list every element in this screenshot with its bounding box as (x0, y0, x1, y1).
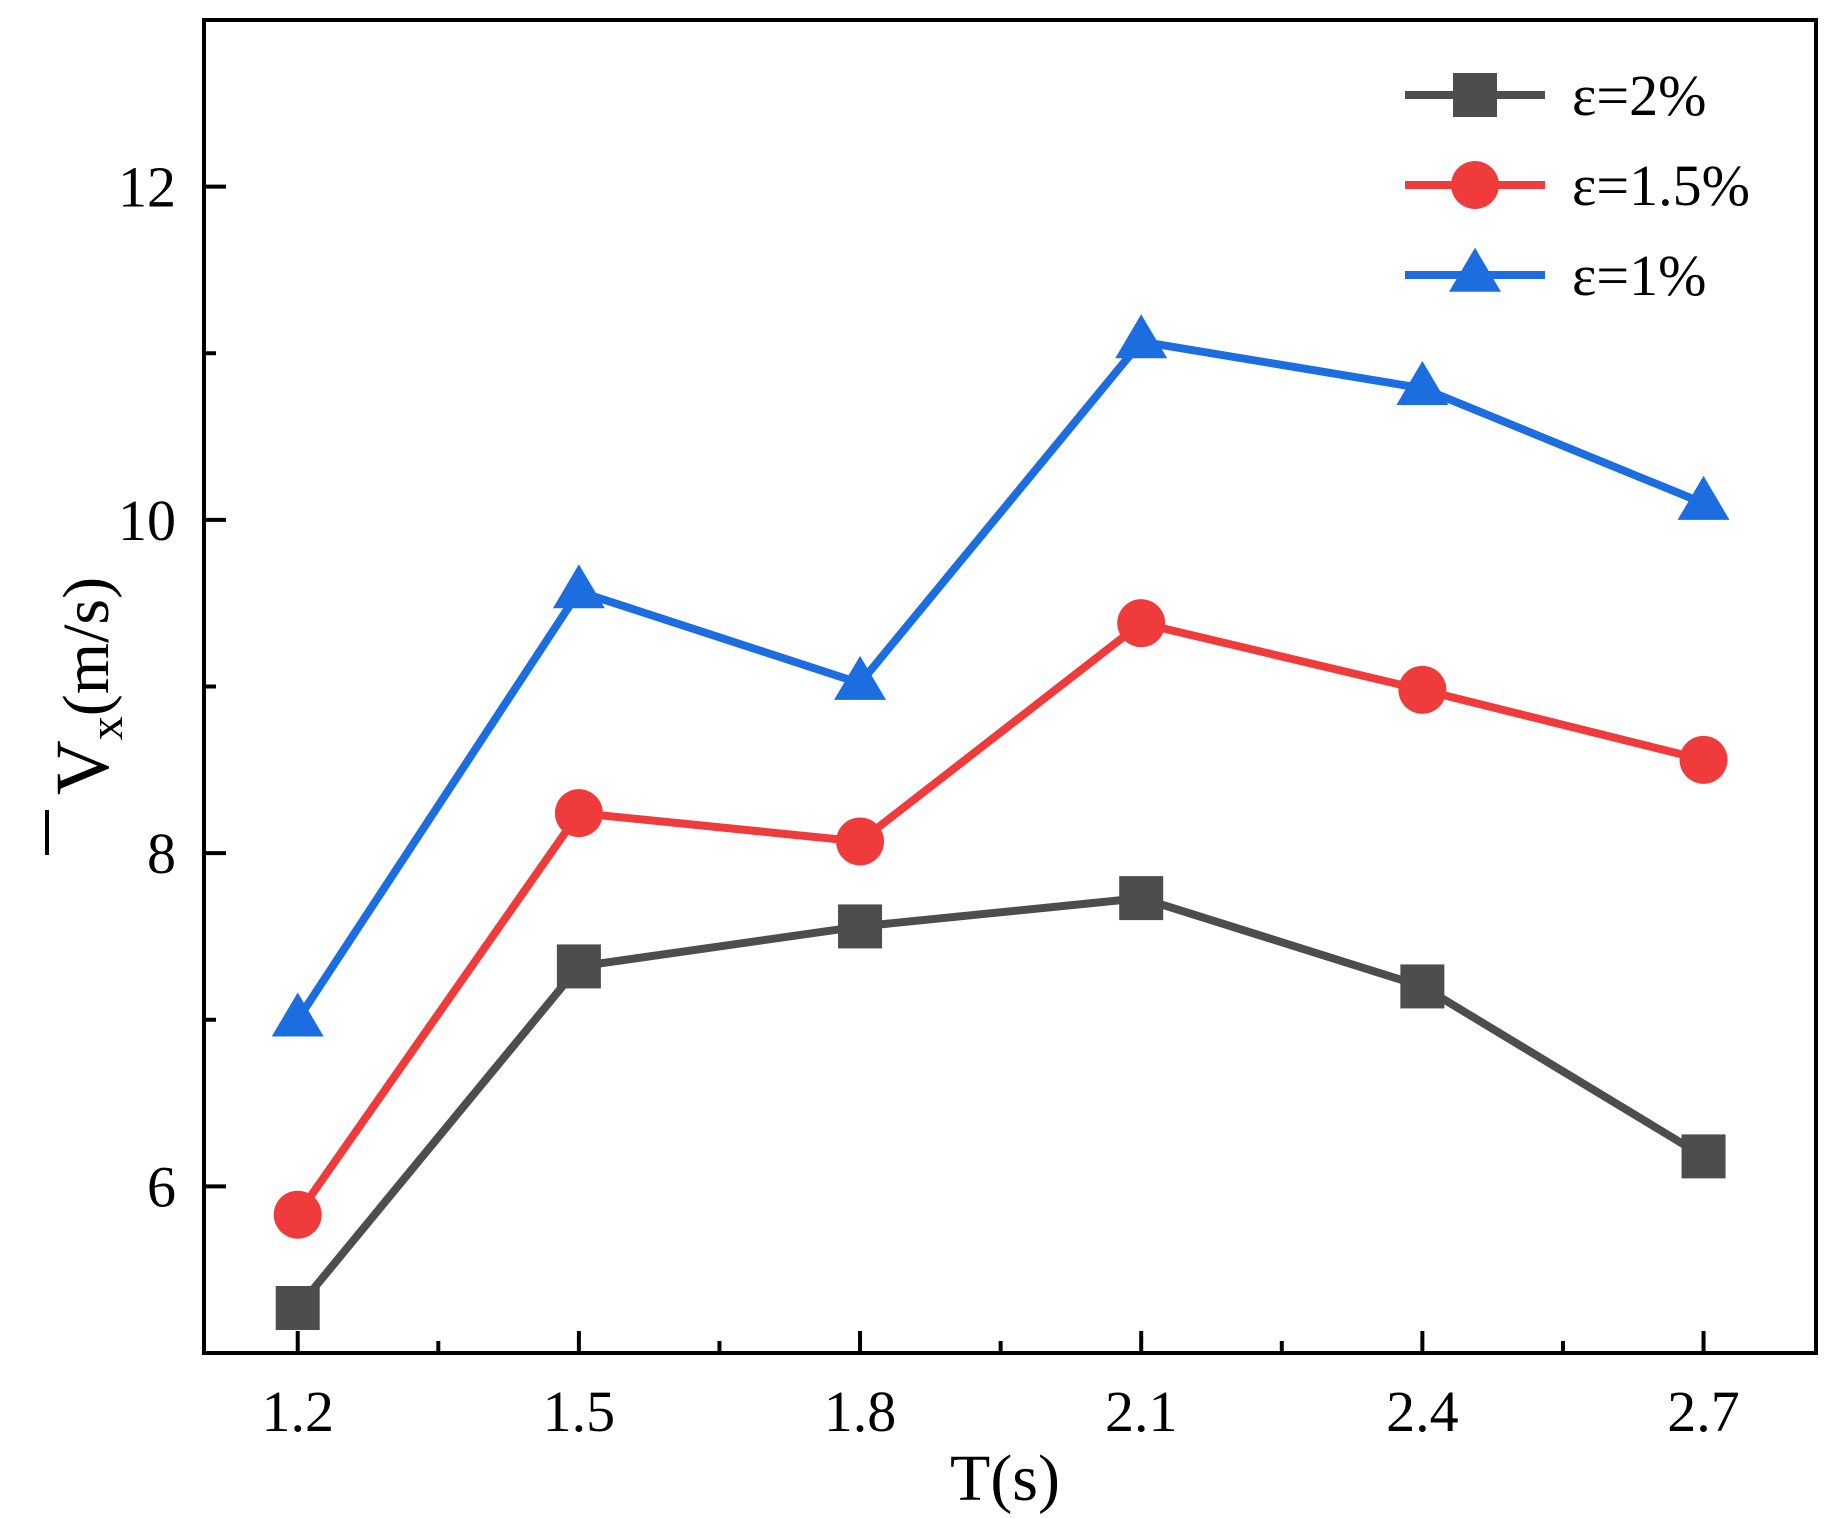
x-tick-label: 2.1 (1105, 1379, 1178, 1444)
x-axis-title: T(s) (950, 1442, 1060, 1515)
svg-text:Vx(m/s): Vx(m/s) (41, 577, 133, 795)
legend-marker-3 (1449, 247, 1501, 292)
plot-frame (202, 18, 1818, 1355)
data-point-s2-4 (1117, 599, 1166, 648)
y-axis: 6 8 10 12 (118, 18, 226, 1355)
data-point-s1-2 (556, 944, 601, 989)
data-point-s1-1 (275, 1286, 320, 1331)
series-line-1 (294, 894, 1706, 1311)
legend-label-3: ε=1% (1572, 243, 1706, 308)
data-point-s3-1 (271, 992, 324, 1037)
x-axis: 1.2 1.5 1.8 2.1 2.4 2.7 (261, 1331, 1740, 1444)
x-tick-label: 2.4 (1386, 1379, 1459, 1444)
data-point-s2-3 (836, 817, 885, 866)
data-point-s3-3 (834, 655, 887, 700)
data-point-s2-2 (554, 789, 603, 838)
legend-label-2: ε=1.5% (1572, 153, 1750, 218)
y-tick-label: 6 (147, 1154, 176, 1219)
legend: ε=2% ε=1.5% ε=1% (1405, 63, 1750, 308)
y-tick-label: 10 (118, 488, 176, 553)
data-point-s3-5 (1396, 360, 1449, 405)
y-axis-title-main: V (41, 740, 125, 795)
data-point-s3-6 (1677, 475, 1730, 520)
data-point-s1-6 (1681, 1134, 1726, 1179)
data-point-s2-1 (273, 1190, 322, 1239)
x-tick-label: 1.2 (261, 1379, 334, 1444)
y-axis-title-unit: (m/s) (50, 577, 123, 716)
data-point-s1-4 (1119, 876, 1164, 921)
series-line-3 (294, 337, 1706, 1022)
data-point-s2-6 (1679, 735, 1728, 784)
data-point-s1-3 (838, 904, 883, 949)
x-tick-label: 2.7 (1667, 1379, 1740, 1444)
legend-marker-2 (1451, 161, 1499, 209)
legend-marker-1 (1453, 73, 1497, 117)
y-tick-label: 12 (118, 155, 176, 220)
legend-label-1: ε=2% (1572, 63, 1706, 128)
y-tick-label: 8 (147, 821, 176, 886)
series-line-2 (294, 619, 1705, 1217)
y-axis-title-subscript: x (80, 716, 133, 740)
y-axis-title: Vx(m/s) (41, 577, 133, 855)
x-tick-label: 1.5 (543, 1379, 616, 1444)
data-point-s3-4 (1115, 314, 1168, 359)
data-point-s3-2 (552, 564, 605, 609)
data-point-s2-5 (1398, 665, 1447, 714)
x-tick-label: 1.8 (824, 1379, 897, 1444)
plot-marks (271, 314, 1730, 1331)
data-point-s1-5 (1400, 964, 1445, 1009)
